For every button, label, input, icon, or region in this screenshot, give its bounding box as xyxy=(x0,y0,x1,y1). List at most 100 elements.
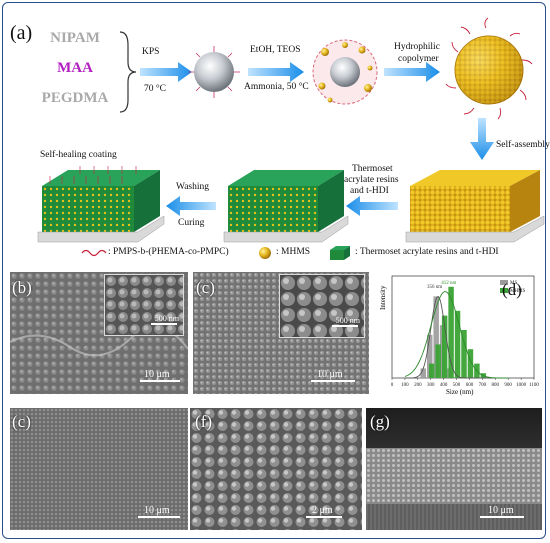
scalebar-g: 10 μm xyxy=(488,505,514,516)
chart-legend-swatch xyxy=(500,288,508,293)
scalebar-b-inset-line xyxy=(151,323,177,325)
coating-label: Self-healing coating xyxy=(40,150,117,160)
chart-fit-ms xyxy=(404,296,509,379)
sem-image-f: 2 μm xyxy=(190,408,362,530)
panel-label-f: (f) xyxy=(195,412,212,431)
chart-bar-mhms xyxy=(448,286,454,378)
chart-xtick-label: 1100 xyxy=(529,383,539,388)
scalebar-b-line xyxy=(140,380,180,382)
scalebar-c-line xyxy=(311,380,355,382)
chart-annotation-mhms: 412 nm xyxy=(441,281,456,286)
monomer-pegdma: PEGDMA xyxy=(41,90,109,106)
arrow-2 xyxy=(248,62,304,82)
sem-image-c: 500 nm 10 μm xyxy=(193,272,369,394)
step5-line1: Thermoset xyxy=(352,164,393,174)
step5-line2: acrylate resins xyxy=(344,175,399,185)
panel-label-b: (b) xyxy=(12,278,32,297)
chart-bar-ms xyxy=(420,368,427,378)
monomer-maa: MAA xyxy=(57,60,93,76)
chart-bar-mhms xyxy=(435,344,441,378)
sem-image-g: 10 μm xyxy=(366,408,542,530)
chart-d-svg: 0 100 200 300 400 500 600 700 800 900 1000 1100 356 … xyxy=(391,275,539,388)
step2-reagent: EtOH, TEOS xyxy=(250,45,301,55)
chart-bar-mhms xyxy=(428,363,435,378)
chart-ylabel: Intensity xyxy=(379,285,387,311)
chart-xtick-label: 200 xyxy=(414,383,422,388)
step6-bottom: Curing xyxy=(178,218,205,228)
scalebar-e-line xyxy=(138,516,180,518)
scalebar-b: 10 μm xyxy=(144,369,170,380)
chart-xtick-label: 0 xyxy=(391,383,394,388)
chart-xtick-label: 100 xyxy=(401,383,409,388)
scalebar-f: 2 μm xyxy=(312,505,333,516)
coating-block xyxy=(37,166,165,243)
chart-xtick-label: 400 xyxy=(440,383,448,388)
sem-inset-b: 500 nm xyxy=(104,274,184,336)
step4-label: Self-assembly xyxy=(496,140,550,150)
legend-polymer-icon xyxy=(81,249,107,257)
chart-xtick-label: 600 xyxy=(466,383,474,388)
chart-legend-label: MS xyxy=(510,281,517,286)
scalebar-c-inset-line xyxy=(332,325,358,327)
arrow-down xyxy=(470,118,494,160)
chart-xtick-label: 700 xyxy=(479,383,487,388)
panel-label-d: (d) xyxy=(502,280,522,299)
scalebar-e: 10 μm xyxy=(144,505,170,516)
scalebar-g-line xyxy=(480,516,524,518)
chart-xtick-label: 1000 xyxy=(516,383,527,388)
chart-bar-mhms xyxy=(461,330,467,378)
legend-polymer: : PMPS-b-(PHEMA-co-PMPC) xyxy=(108,247,229,257)
arrow-1 xyxy=(140,62,192,82)
scalebar-f-line xyxy=(306,516,342,518)
step1-condition: 70 °C xyxy=(144,84,167,94)
chart-xtick-label: 800 xyxy=(492,383,500,388)
chart-bar-ms xyxy=(426,334,433,378)
panel-label-c1: (c) xyxy=(196,278,215,297)
scalebar-c-inset: 500 nm xyxy=(335,316,360,325)
self-assembled-block xyxy=(405,170,545,243)
chart-legend-label: MHMS xyxy=(510,289,526,294)
sem-inset-c: 500 nm xyxy=(279,274,365,338)
chart-annotation-ms: 356 nm xyxy=(427,285,442,290)
step5-line3: and t-HDI xyxy=(350,186,389,196)
step2-condition: Ammonia, 50 °C xyxy=(244,82,309,92)
arrow-3 xyxy=(384,62,440,82)
sem-image-e: 10 μm xyxy=(10,408,188,530)
sem-image-b: 500 nm 10 μm xyxy=(10,272,188,394)
chart-legend-swatch xyxy=(500,280,508,285)
chart-bar-mhms xyxy=(441,315,448,378)
chart-xtick-label: 300 xyxy=(427,383,435,388)
panel-label-g: (g) xyxy=(370,412,390,431)
chart-bar-mhms xyxy=(454,310,461,378)
legend-mhms: : MHMS xyxy=(276,247,311,257)
scalebar-c: 10 μm xyxy=(317,369,343,380)
step6-top: Washing xyxy=(176,182,210,192)
resin-block xyxy=(223,170,349,243)
chart-xtick-label: 900 xyxy=(504,383,512,388)
panel-label-a: (a) xyxy=(10,22,33,44)
arrow-left-1 xyxy=(346,196,398,216)
step3-line1: Hydrophilic xyxy=(394,42,440,52)
chart-xtick-label: 500 xyxy=(453,383,461,388)
pnipam-sphere xyxy=(188,46,240,98)
chart-d: 0 100 200 300 400 500 600 700 800 900 1000 1100 356 … xyxy=(374,270,542,400)
silica-coating-sphere xyxy=(312,39,378,105)
brace xyxy=(119,31,137,113)
mhms-sphere xyxy=(445,17,533,120)
step3-line2: copolymer xyxy=(398,54,439,64)
panel-label-e: (c) xyxy=(12,412,31,431)
step1-reagent: KPS xyxy=(142,47,160,57)
figure-frame xyxy=(2,2,546,539)
chart-bar-ms xyxy=(433,296,439,378)
legend-mhms-icon xyxy=(259,247,271,259)
scheme-drawing xyxy=(37,17,545,260)
legend-resin-icon xyxy=(330,246,350,260)
chart-bar-mhms xyxy=(467,349,474,378)
scalebar-b-inset: 500 nm xyxy=(154,314,179,323)
arrow-left-2 xyxy=(166,196,216,216)
monomer-nipam: NIPAM xyxy=(50,30,100,46)
legend-resin: : Thermoset acrylate resins and t-HDI xyxy=(355,247,499,257)
chart-fit-mhms xyxy=(404,291,509,379)
chart-xlabel: Size (nm) xyxy=(446,388,474,396)
